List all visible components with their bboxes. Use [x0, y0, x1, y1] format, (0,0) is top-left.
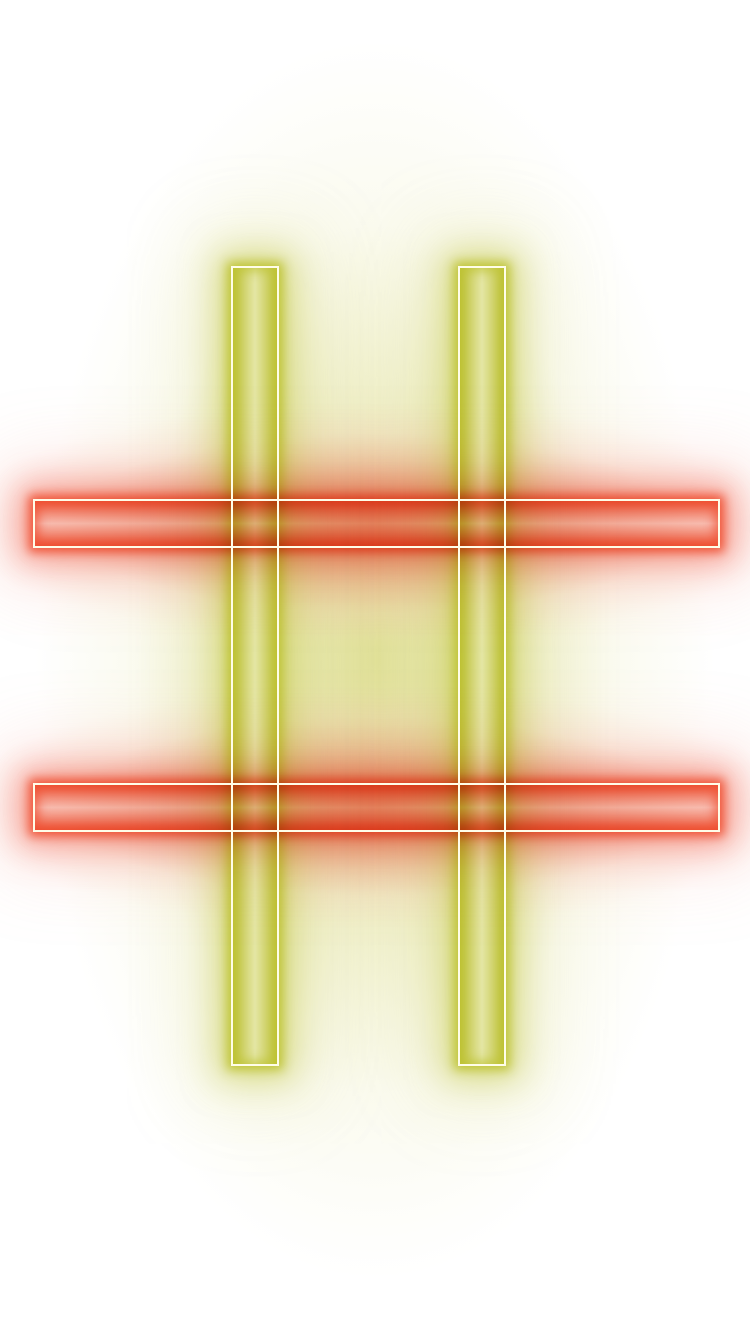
neon-vertical-bar-left	[231, 266, 279, 1066]
neon-horizontal-bar-bottom	[33, 783, 720, 832]
neon-vertical-bar-right	[458, 266, 506, 1066]
neon-horizontal-bar-top	[33, 499, 720, 548]
